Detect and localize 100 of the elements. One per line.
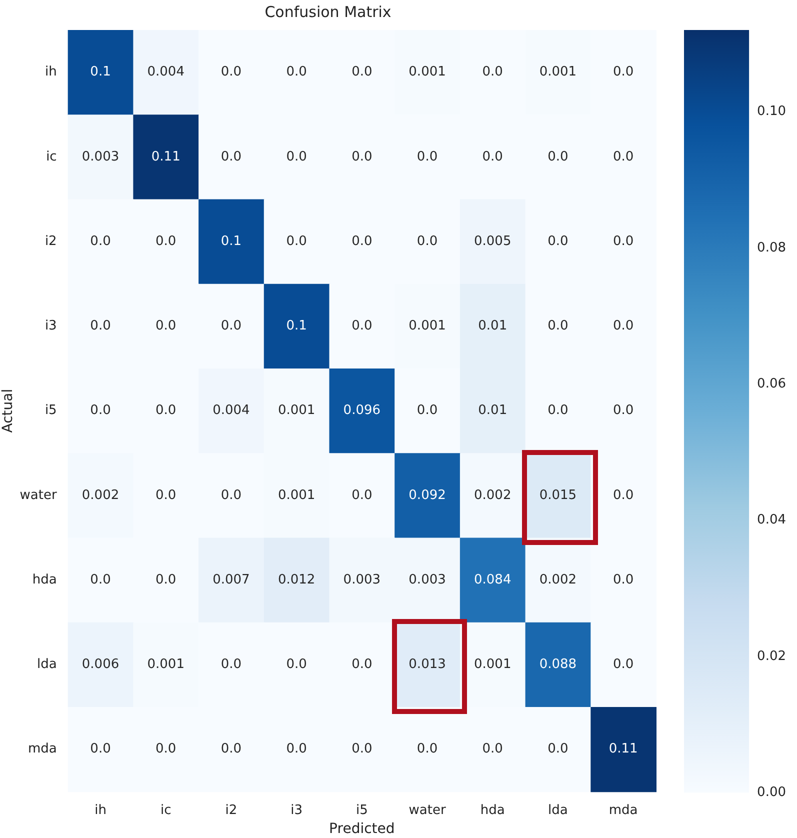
x-tick-label: water <box>408 802 446 818</box>
data-label: 0.0 <box>220 318 242 334</box>
data-label: 0.0 <box>416 403 438 418</box>
data-label: 0.001 <box>408 318 446 334</box>
data-label: 0.0 <box>220 657 242 672</box>
data-label: 0.002 <box>474 488 512 503</box>
data-label: 0.001 <box>408 64 446 80</box>
data-label: 0.0 <box>548 318 568 334</box>
data-label: 0.084 <box>474 572 512 588</box>
color-bar-label: 0.04 <box>757 512 786 528</box>
data-label: 0.0 <box>482 64 503 80</box>
data-label: 0.0 <box>548 234 568 249</box>
x-axis-title: Predicted <box>329 821 395 838</box>
color-bar-label: 0.00 <box>757 784 786 800</box>
y-tick-label: ih <box>44 64 57 80</box>
data-label: 0.001 <box>147 657 184 672</box>
data-label: 0.002 <box>539 572 577 588</box>
data-label: 0.0 <box>612 572 634 588</box>
data-label: 0.0 <box>612 149 634 164</box>
data-label: 0.096 <box>343 403 381 418</box>
x-tick-label: ic <box>160 802 172 818</box>
y-tick-label: water <box>20 488 58 503</box>
data-label: 0.006 <box>82 657 120 672</box>
data-label: 0.0 <box>286 742 307 757</box>
data-label: 0.1 <box>220 234 242 249</box>
data-label: 0.092 <box>408 488 446 503</box>
y-axis-title: Actual <box>0 388 16 433</box>
data-label: 0.0 <box>90 318 111 334</box>
data-label: 0.11 <box>608 742 638 757</box>
data-label: 0.004 <box>212 403 250 418</box>
data-label: 0.0 <box>156 234 176 249</box>
data-label: 0.002 <box>82 488 120 503</box>
x-tick-label: hda <box>480 802 505 818</box>
data-label: 0.0 <box>286 234 307 249</box>
x-tick-label: ih <box>94 802 106 818</box>
data-label: 0.0 <box>90 572 111 588</box>
data-label: 0.0 <box>612 234 634 249</box>
color-bar-label: 0.02 <box>757 648 786 664</box>
data-label: 0.0 <box>286 64 307 80</box>
data-label: 0.0 <box>156 488 176 503</box>
y-tick-label: hda <box>32 572 57 588</box>
data-label: 0.0 <box>156 403 176 418</box>
data-label: 0.0 <box>352 149 372 164</box>
y-tick-label: i5 <box>44 403 57 418</box>
data-label: 0.0 <box>352 742 372 757</box>
data-label: 0.0 <box>612 64 634 80</box>
x-tick-label: i3 <box>290 802 303 818</box>
data-label: 0.0 <box>612 318 634 334</box>
x-tick-label: mda <box>608 802 638 818</box>
data-label: 0.0 <box>352 657 372 672</box>
data-label: 0.0 <box>612 657 634 672</box>
data-label: 0.005 <box>474 234 512 249</box>
color-bar-label: 0.10 <box>757 104 786 120</box>
data-label: 0.004 <box>147 64 184 80</box>
data-label: 0.001 <box>278 488 316 503</box>
data-label: 0.0 <box>90 403 111 418</box>
data-label: 0.0 <box>90 234 111 249</box>
data-label: 0.003 <box>82 149 120 164</box>
data-label: 0.0 <box>416 742 438 757</box>
data-label: 0.0 <box>352 488 372 503</box>
data-label: 0.0 <box>286 149 307 164</box>
data-label: 0.0 <box>90 742 111 757</box>
data-label: 0.0 <box>352 318 372 334</box>
data-label: 0.0 <box>352 64 372 80</box>
data-label: 0.0 <box>612 403 634 418</box>
data-label: 0.0 <box>416 149 438 164</box>
data-label: 0.01 <box>478 403 508 418</box>
data-label: 0.0 <box>352 234 372 249</box>
data-label: 0.0 <box>612 488 634 503</box>
x-tick-label: i5 <box>356 802 368 818</box>
x-tick-label: lda <box>548 802 568 818</box>
data-label: 0.003 <box>408 572 446 588</box>
data-label: 0.0 <box>482 742 503 757</box>
data-label: 0.015 <box>539 488 577 503</box>
data-label: 0.012 <box>278 572 316 588</box>
y-tick-label: ic <box>46 149 57 164</box>
data-label: 0.0 <box>548 742 568 757</box>
data-label: 0.013 <box>408 657 446 672</box>
chart-title: Confusion Matrix <box>264 2 392 21</box>
data-label: 0.0 <box>156 572 176 588</box>
data-label: 0.0 <box>482 149 503 164</box>
data-label: 0.1 <box>286 318 307 334</box>
data-label: 0.0 <box>220 64 242 80</box>
data-label: 0.0 <box>416 234 438 249</box>
data-label: 0.0 <box>548 149 568 164</box>
data-label: 0.0 <box>548 403 568 418</box>
data-label: 0.11 <box>151 149 180 164</box>
color-bar-label: 0.08 <box>757 240 786 256</box>
data-label: 0.01 <box>478 318 508 334</box>
data-label: 0.0 <box>156 318 176 334</box>
data-label: 0.0 <box>220 488 242 503</box>
y-tick-label: mda <box>28 742 57 757</box>
y-tick-label: i2 <box>44 234 57 249</box>
color-bar-label: 0.06 <box>757 376 786 392</box>
data-label: 0.0 <box>220 742 242 757</box>
data-label: 0.1 <box>90 64 111 80</box>
data-label: 0.001 <box>278 403 316 418</box>
y-tick-label: lda <box>36 657 57 672</box>
data-label: 0.0 <box>156 742 176 757</box>
data-label: 0.001 <box>474 657 512 672</box>
